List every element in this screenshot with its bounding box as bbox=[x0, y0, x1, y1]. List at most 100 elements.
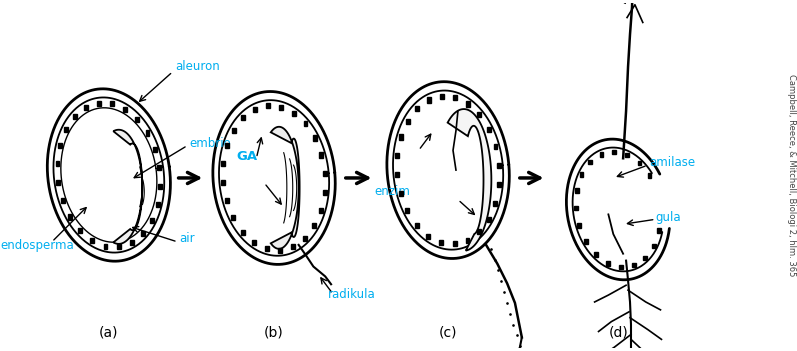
Bar bbox=[487, 217, 490, 222]
Bar bbox=[57, 180, 61, 185]
Bar bbox=[626, 153, 629, 157]
Text: air: air bbox=[179, 232, 195, 245]
Bar bbox=[303, 236, 307, 241]
Bar bbox=[56, 161, 60, 166]
Bar bbox=[440, 94, 444, 99]
Bar bbox=[395, 172, 399, 177]
Bar bbox=[225, 198, 229, 204]
Bar bbox=[104, 244, 108, 249]
Bar bbox=[493, 200, 497, 206]
Bar bbox=[575, 188, 579, 192]
Text: (b): (b) bbox=[264, 325, 284, 339]
Bar bbox=[477, 112, 481, 117]
Bar bbox=[61, 198, 65, 203]
Bar bbox=[619, 265, 622, 269]
Bar bbox=[241, 230, 245, 235]
Bar bbox=[320, 207, 323, 213]
Bar bbox=[110, 101, 114, 106]
Bar bbox=[252, 240, 256, 245]
Bar bbox=[304, 121, 308, 126]
Bar bbox=[265, 246, 269, 251]
Bar bbox=[150, 218, 154, 223]
Bar bbox=[292, 244, 295, 249]
Polygon shape bbox=[448, 109, 492, 251]
Bar bbox=[477, 229, 481, 234]
Bar bbox=[231, 215, 235, 220]
Bar bbox=[69, 214, 73, 220]
Bar bbox=[648, 173, 651, 178]
Bar bbox=[64, 127, 68, 132]
Bar bbox=[465, 238, 469, 243]
Bar bbox=[453, 95, 457, 100]
Text: enzim: enzim bbox=[375, 185, 410, 198]
Bar bbox=[493, 144, 497, 149]
Bar bbox=[599, 152, 603, 157]
Bar bbox=[96, 101, 100, 106]
Bar bbox=[117, 244, 121, 249]
Bar bbox=[414, 223, 418, 228]
Bar bbox=[241, 115, 245, 120]
Bar bbox=[658, 228, 661, 233]
Bar bbox=[398, 191, 402, 196]
Text: radikula: radikula bbox=[328, 287, 376, 300]
Bar bbox=[612, 150, 615, 154]
Bar bbox=[415, 106, 419, 111]
Bar bbox=[406, 119, 410, 124]
Bar bbox=[157, 165, 161, 171]
Bar bbox=[323, 171, 327, 176]
Bar bbox=[652, 244, 656, 248]
Bar bbox=[643, 256, 647, 260]
Bar bbox=[588, 160, 592, 165]
Bar bbox=[395, 153, 399, 158]
Bar bbox=[78, 228, 82, 233]
Bar bbox=[141, 231, 145, 236]
Bar bbox=[313, 135, 317, 141]
Bar bbox=[159, 184, 162, 189]
Bar bbox=[497, 182, 501, 187]
Bar bbox=[222, 161, 226, 166]
Bar bbox=[406, 208, 410, 213]
Bar bbox=[632, 263, 635, 267]
Bar bbox=[253, 107, 257, 112]
Bar bbox=[453, 241, 457, 246]
Bar bbox=[58, 143, 62, 148]
Bar bbox=[580, 172, 583, 177]
Bar bbox=[607, 261, 610, 266]
Polygon shape bbox=[271, 127, 300, 249]
Bar bbox=[135, 117, 139, 122]
Bar bbox=[312, 223, 316, 229]
Bar bbox=[426, 98, 430, 102]
Bar bbox=[584, 239, 587, 244]
Bar bbox=[320, 152, 324, 158]
Bar bbox=[73, 114, 77, 119]
Bar bbox=[574, 206, 578, 210]
Bar bbox=[323, 190, 327, 195]
Bar bbox=[146, 131, 150, 135]
Text: endosperma: endosperma bbox=[1, 239, 74, 252]
Text: Campbell, Reece, & Mitchell, Biologi 2, hlm. 365: Campbell, Reece, & Mitchell, Biologi 2, … bbox=[787, 74, 796, 277]
Text: (c): (c) bbox=[439, 325, 457, 339]
Bar bbox=[222, 180, 226, 185]
Bar bbox=[278, 247, 282, 253]
Bar bbox=[124, 107, 128, 112]
Bar bbox=[265, 103, 269, 108]
Bar bbox=[292, 111, 296, 116]
Bar bbox=[279, 105, 283, 110]
Bar bbox=[155, 202, 159, 207]
Bar bbox=[232, 127, 236, 133]
Bar bbox=[594, 252, 598, 257]
Text: GA: GA bbox=[237, 150, 257, 163]
Text: gula: gula bbox=[656, 211, 681, 224]
Bar bbox=[577, 223, 581, 228]
Bar bbox=[225, 143, 229, 148]
Text: (d): (d) bbox=[608, 325, 628, 339]
Bar bbox=[497, 163, 501, 168]
Bar bbox=[130, 240, 134, 245]
Bar bbox=[153, 147, 157, 152]
Bar bbox=[638, 161, 641, 165]
Polygon shape bbox=[113, 130, 143, 244]
Bar bbox=[466, 101, 470, 107]
Text: (a): (a) bbox=[99, 325, 119, 339]
Text: aleuron: aleuron bbox=[175, 60, 221, 73]
Text: amilase: amilase bbox=[650, 156, 696, 169]
